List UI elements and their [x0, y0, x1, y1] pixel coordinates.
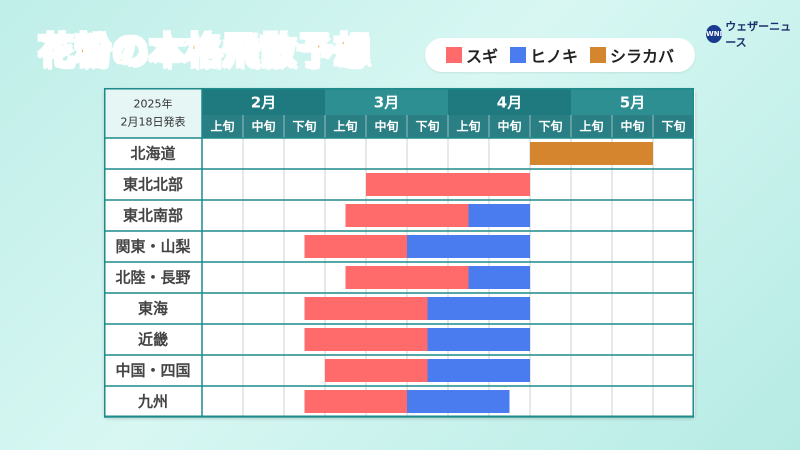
month-header-0 [202, 88, 325, 115]
legend-label-hinoki: ヒノキ [529, 47, 578, 66]
period-label: 下旬 [538, 119, 562, 134]
legend-label-shirakaba: シラカバ [610, 47, 675, 66]
bar-ヒノキ [468, 266, 530, 289]
region-label: 関東・山梨 [115, 238, 190, 256]
bar-シラカバ [530, 142, 653, 165]
period-label: 上旬 [210, 119, 234, 134]
page-title: 花粉の本格飛散予想 [37, 30, 372, 73]
period-label: 下旬 [661, 119, 685, 134]
bar-ヒノキ [427, 297, 530, 320]
month-header-3 [571, 88, 694, 115]
bar-ヒノキ [427, 328, 530, 351]
month-label: 5月 [620, 94, 645, 112]
weathernews-logo-icon: WNI [706, 25, 723, 43]
legend-item-hinoki: ヒノキ [509, 43, 578, 67]
region-label: 近畿 [138, 331, 168, 349]
bar-スギ [304, 390, 407, 413]
bar-ヒノキ [468, 204, 530, 227]
legend-swatch-shirakaba [590, 47, 606, 63]
legend-swatch-hinoki [509, 47, 526, 63]
month-label: 2月 [251, 94, 276, 112]
bar-スギ [304, 328, 428, 351]
period-label: 中旬 [620, 119, 644, 134]
date-label-day: 2月18日発表 [121, 115, 186, 129]
legend-swatch-sugi [445, 47, 462, 63]
legend: スギ ヒノキ シラカバ [425, 38, 695, 72]
legend-item-sugi: スギ [445, 43, 498, 67]
month-header-1 [325, 88, 448, 115]
logo-text: ウェザーニュース [725, 20, 792, 49]
legend-label-sugi: スギ [465, 47, 498, 66]
period-label: 上旬 [333, 119, 357, 134]
bar-ヒノキ [407, 390, 510, 413]
period-label: 下旬 [415, 119, 439, 134]
chart-frame [104, 88, 694, 417]
bar-スギ [304, 297, 428, 320]
period-label: 中旬 [374, 119, 398, 134]
bar-スギ [304, 235, 407, 258]
region-label: 北陸・長野 [115, 269, 190, 287]
period-label: 上旬 [579, 119, 603, 134]
bar-スギ [325, 359, 428, 382]
region-label: 東北北部 [123, 176, 183, 194]
region-label: 九州 [137, 393, 168, 411]
legend-item-shirakaba: シラカバ [590, 43, 674, 67]
weathernews-logo: WNI ウェザーニュース [706, 18, 800, 50]
month-header-2 [448, 88, 571, 115]
bar-スギ [345, 266, 469, 289]
corner-cell [104, 88, 202, 138]
month-label: 4月 [497, 94, 522, 112]
bar-スギ [345, 204, 469, 227]
region-label: 北海道 [130, 145, 175, 163]
period-label: 中旬 [251, 119, 275, 134]
bar-ヒノキ [427, 359, 530, 382]
period-label: 中旬 [497, 119, 521, 134]
date-label-year: 2025年 [134, 97, 173, 111]
region-label: 東海 [138, 300, 168, 318]
region-label: 中国・四国 [115, 362, 190, 380]
period-label: 上旬 [456, 119, 480, 134]
region-label: 東北南部 [123, 207, 183, 225]
period-label: 下旬 [292, 119, 316, 134]
bar-ヒノキ [407, 235, 530, 258]
bar-スギ [366, 173, 530, 196]
month-label: 3月 [374, 94, 399, 112]
